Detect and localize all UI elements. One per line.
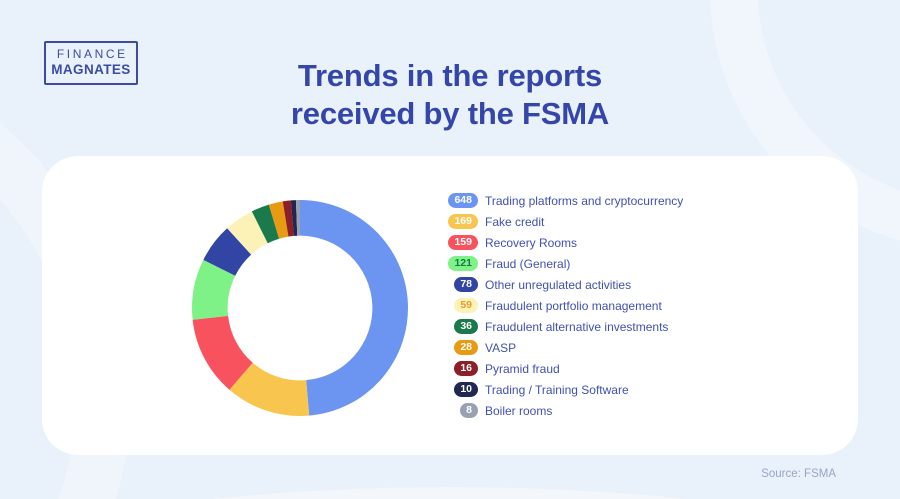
legend-value-badge-wrap: 169 (444, 213, 478, 230)
donut-slice (282, 200, 294, 237)
legend-label: Fraudulent alternative investments (485, 319, 669, 334)
legend-label: Other unregulated activities (485, 277, 632, 292)
donut-slice (227, 211, 268, 255)
legend-value-badge-wrap: 28 (444, 339, 478, 356)
legend-label: Trading platforms and cryptocurrency (485, 193, 684, 208)
source-caption: Source: FSMA (761, 468, 836, 480)
legend-value-badge: 10 (454, 381, 478, 398)
legend-value-badge-wrap: 78 (444, 276, 478, 293)
legend-item: 78 Other unregulated activities (444, 274, 683, 295)
title-line-1: Trends in the reports (297, 58, 603, 93)
legend-item: 10 Trading / Training Software (444, 379, 683, 400)
legend-label: Trading / Training Software (485, 382, 629, 397)
donut-slice (203, 228, 252, 276)
legend-label: Fraudulent portfolio management (485, 298, 662, 313)
legend-item: 16 Pyramid fraud (444, 358, 683, 379)
legend-value-badge-wrap: 36 (444, 318, 478, 335)
legend-value-badge: 28 (454, 339, 478, 356)
donut-slice (251, 204, 280, 244)
legend-label: Fraud (General) (485, 256, 571, 271)
legend-item: 28 VASP (444, 337, 683, 358)
donut-slice (192, 315, 253, 390)
legend-item: 648 Trading platforms and cryptocurrency (444, 190, 683, 211)
legend-value-badge: 78 (454, 276, 478, 293)
legend-item: 159 Recovery Rooms (444, 232, 683, 253)
donut-slice (229, 362, 310, 416)
legend-value-badge-wrap: 16 (444, 360, 478, 377)
legend-item: 121 Fraud (General) (444, 253, 683, 274)
chart-legend: 648 Trading platforms and cryptocurrency 1… (444, 190, 683, 421)
legend-value-badge-wrap: 10 (444, 381, 478, 398)
donut-slice (192, 259, 236, 320)
legend-label: Recovery Rooms (485, 235, 578, 250)
donut-slice (268, 201, 289, 239)
legend-item: 59 Fraudulent portfolio management (444, 295, 683, 316)
legend-label: Boiler rooms (485, 403, 553, 418)
legend-value-badge-wrap: 8 (444, 402, 478, 419)
donut-slice (300, 200, 408, 416)
background-wave (0, 487, 900, 499)
page-title: Trends in the reports received by the FSM… (0, 57, 900, 133)
title-line-2: received by the FSMA (290, 96, 610, 131)
logo-magnates-text: MAGNATES (51, 62, 131, 78)
legend-label: Fake credit (485, 214, 545, 229)
legend-label: VASP (485, 340, 517, 355)
legend-item: 36 Fraudulent alternative investments (444, 316, 683, 337)
legend-value-badge: 59 (454, 297, 478, 314)
legend-value-badge: 648 (448, 192, 478, 209)
legend-value-badge-wrap: 648 (444, 192, 478, 209)
legend-value-badge-wrap: 59 (444, 297, 478, 314)
finance-magnates-logo: FINANCE MAGNATES (44, 41, 138, 85)
legend-value-badge-wrap: 159 (444, 234, 478, 251)
donut-chart (192, 200, 408, 416)
logo-finance-text: FINANCE (56, 47, 128, 62)
legend-value-badge: 121 (448, 255, 478, 272)
chart-card: 648 Trading platforms and cryptocurrency 1… (42, 156, 858, 455)
donut-slice (295, 200, 300, 236)
legend-value-badge-wrap: 121 (444, 255, 478, 272)
legend-value-badge: 8 (460, 402, 478, 419)
legend-value-badge: 169 (448, 213, 478, 230)
donut-slice (290, 200, 298, 236)
legend-item: 8 Boiler rooms (444, 400, 683, 421)
legend-value-badge: 36 (454, 318, 478, 335)
legend-label: Pyramid fraud (485, 361, 560, 376)
legend-value-badge: 159 (448, 234, 478, 251)
legend-value-badge: 16 (454, 360, 478, 377)
legend-item: 169 Fake credit (444, 211, 683, 232)
